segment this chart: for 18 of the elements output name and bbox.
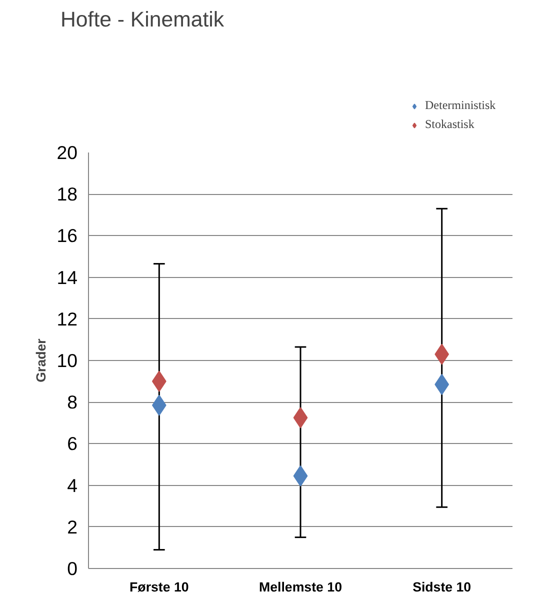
- y-tick-label: 14: [56, 266, 78, 288]
- x-tick-label: Første 10: [130, 580, 189, 594]
- y-axis-title: Grader: [34, 338, 49, 382]
- y-tick-label: 18: [56, 184, 78, 205]
- legend-label: Stokastisk: [425, 117, 474, 132]
- y-tick-label: 4: [67, 474, 78, 496]
- y-tick-label: 0: [67, 558, 78, 579]
- chart-title: Hofte - Kinematik: [60, 8, 224, 32]
- y-tick-label: 12: [56, 308, 78, 330]
- y-tick-label: 10: [56, 350, 78, 371]
- y-tick-label: 8: [67, 392, 78, 413]
- y-tick-label: 20: [56, 142, 78, 163]
- y-tick-label: 6: [67, 433, 78, 454]
- legend-label: Deterministisk: [425, 98, 496, 113]
- y-tick-label: 2: [67, 516, 78, 538]
- y-tick-label: 16: [56, 225, 78, 246]
- x-tick-label: Sidste 10: [412, 580, 472, 594]
- x-tick-label: Mellemste 10: [259, 580, 342, 594]
